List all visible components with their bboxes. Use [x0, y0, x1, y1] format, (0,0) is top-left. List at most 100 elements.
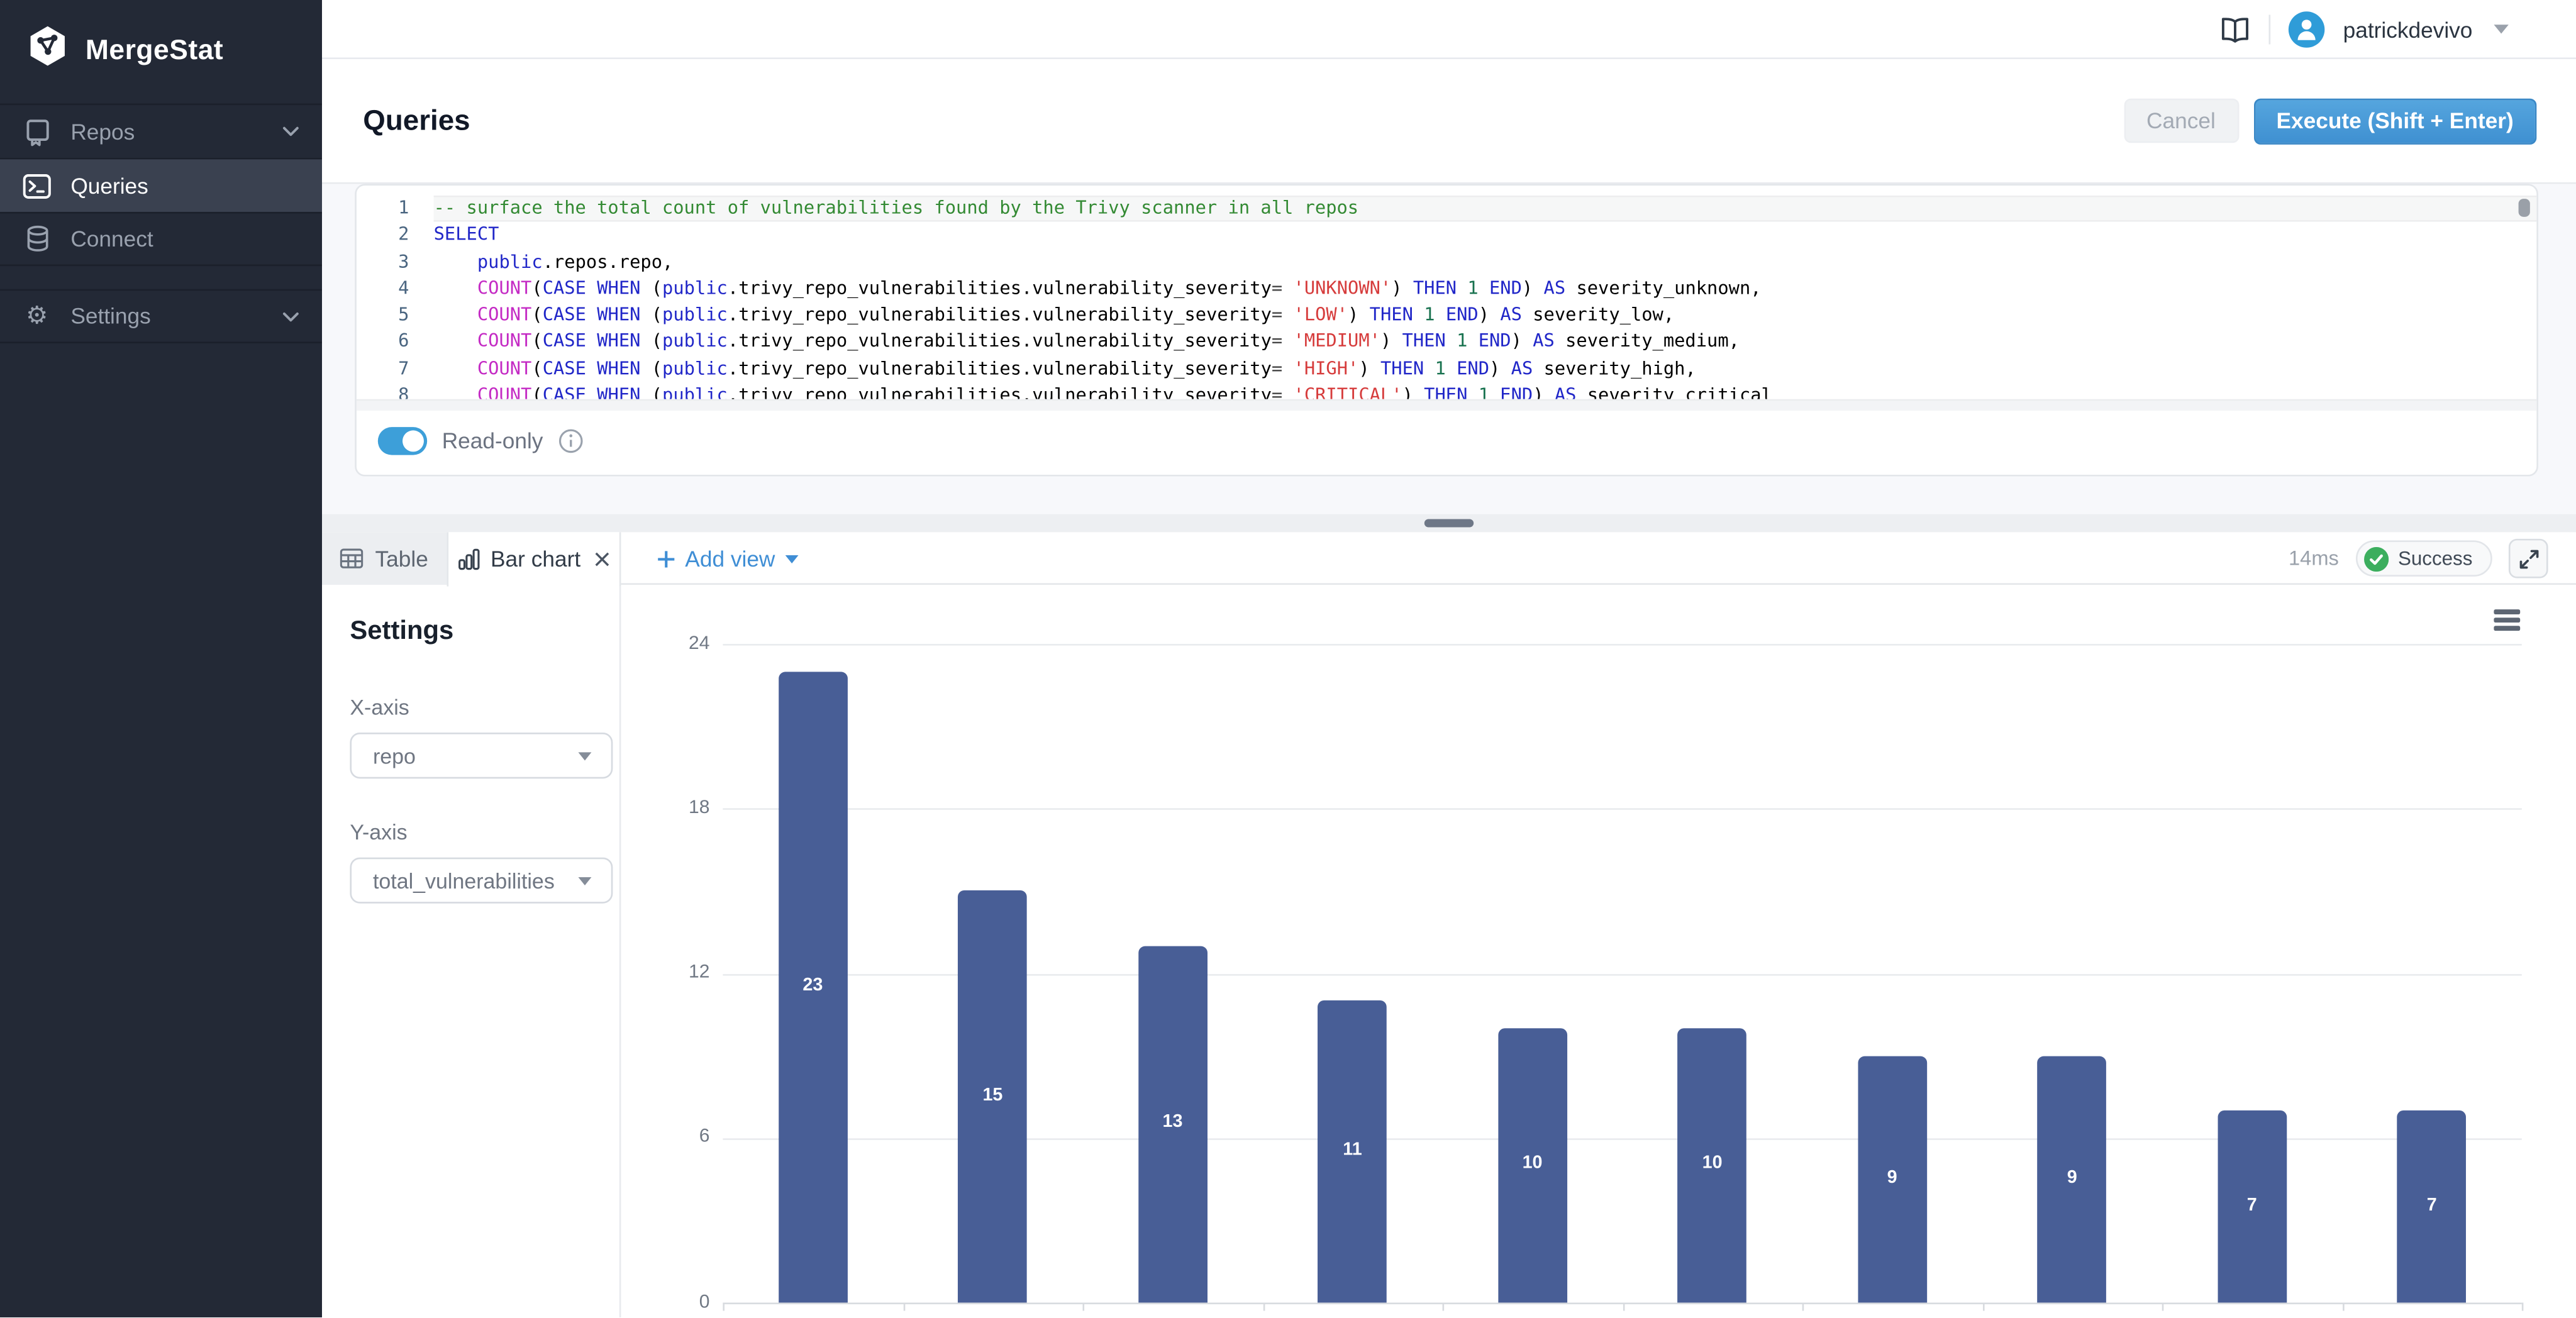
code-text: COUNT(CASE WHEN (public.trivy_repo_vulne… [477, 277, 1762, 299]
code-text: COUNT(CASE WHEN (public.trivy_repo_vulne… [477, 304, 1675, 326]
caret-down-icon [578, 751, 592, 760]
x-axis-tick [1802, 1302, 1804, 1311]
gridline [723, 808, 2522, 811]
chevron-down-icon [282, 126, 299, 136]
caret-down-icon[interactable] [2494, 25, 2509, 35]
bar-value-label: 7 [2426, 1195, 2437, 1215]
status-label: Success [2397, 546, 2473, 570]
bar-value-label: 10 [1522, 1153, 1543, 1174]
sidebar-item-queries[interactable]: Queries [0, 157, 322, 212]
sidebar-nav-footer: ⚙ Settings [0, 289, 322, 343]
y-axis-select[interactable]: total_vulnerabilities [350, 857, 613, 904]
sidebar-nav: Repos Queries Connect [0, 103, 322, 267]
line-number: 6 [398, 331, 409, 353]
x-axis-tick [2341, 1302, 2344, 1311]
bar-chart-view: 24 18 12 6 0 23 15 13 11 10 10 9 9 7 7 [621, 585, 2576, 1317]
code-text: SELECT [433, 224, 499, 245]
code-text: public.repos.repo, [477, 250, 674, 272]
bar [2217, 1110, 2287, 1303]
database-icon [23, 225, 51, 253]
sidebar-item-label: Queries [70, 173, 148, 198]
y-axis-tick-label: 0 [699, 1292, 710, 1312]
check-circle-icon [2363, 546, 2389, 571]
code-text: COUNT(CASE WHEN (public.trivy_repo_vulne… [477, 357, 1696, 379]
read-only-row: Read-only [377, 427, 582, 455]
x-axis-tick [2162, 1302, 2164, 1311]
x-axis-tick [723, 1302, 724, 1311]
editor-horizontal-scrollbar[interactable] [356, 399, 2537, 411]
chart-menu-icon[interactable] [2494, 609, 2521, 630]
y-axis-tick-label: 24 [689, 633, 710, 653]
code-line: 8 COUNT(CASE WHEN (public.trivy_repo_vul… [357, 383, 2536, 399]
info-icon[interactable] [558, 429, 582, 453]
code-line: 1 -- surface the total count of vulnerabi… [357, 195, 2537, 223]
y-axis-tick-label: 12 [689, 962, 710, 983]
query-duration: 14ms [2289, 546, 2339, 570]
username[interactable]: patrickdevivo [2343, 17, 2473, 42]
tab-bar-chart[interactable]: Bar chart [447, 532, 621, 587]
page-title: Queries [363, 103, 470, 136]
y-axis-label: Y-axis [350, 819, 408, 845]
editor-vertical-scrollbar[interactable] [2518, 199, 2530, 217]
brand[interactable]: MergeStat [0, 0, 322, 75]
drag-handle[interactable] [1424, 519, 1474, 528]
read-only-toggle[interactable] [377, 427, 428, 455]
bar [1138, 946, 1208, 1303]
table-icon [340, 548, 364, 568]
repo-icon [23, 118, 51, 146]
sidebar-item-settings[interactable]: ⚙ Settings [0, 289, 322, 343]
bar-value-label: 9 [1887, 1167, 1897, 1188]
caret-down-icon [785, 554, 798, 563]
bar-chart-icon [458, 548, 479, 570]
tab-table[interactable]: Table [322, 532, 447, 585]
bar-value-label: 23 [802, 975, 823, 995]
bar-value-label: 11 [1343, 1140, 1362, 1160]
plus-icon [657, 550, 675, 568]
avatar[interactable] [2289, 11, 2325, 48]
execute-button[interactable]: Execute (Shift + Enter) [2253, 97, 2537, 144]
gridline [723, 1138, 2522, 1140]
x-axis-label: X-axis [350, 694, 409, 720]
code-line: 3 public.repos.repo, [357, 249, 2536, 276]
bar [2397, 1110, 2467, 1303]
bar [2037, 1055, 2107, 1303]
docs-book-icon[interactable] [2220, 16, 2251, 43]
code-line: 2 SELECT [357, 222, 2536, 249]
bar-value-label: 15 [982, 1085, 1003, 1105]
gridline [723, 973, 2522, 975]
terminal-icon [23, 172, 51, 199]
sidebar-item-repos[interactable]: Repos [0, 103, 322, 158]
gridline [723, 644, 2522, 646]
line-number: 8 [398, 384, 409, 399]
bar [1857, 1055, 1927, 1303]
add-view-button[interactable]: Add view [657, 532, 798, 585]
x-axis-tick [1982, 1302, 1984, 1311]
fullscreen-button[interactable] [2508, 538, 2548, 579]
bar [1318, 1000, 1387, 1303]
bar-chart-plot: 24 18 12 6 0 23 15 13 11 10 10 9 9 7 7 [689, 633, 2524, 1312]
results-panel: Settings X-axis repo Y-axis total_vulner… [322, 584, 2576, 1318]
sql-editor[interactable]: 1 -- surface the total count of vulnerabi… [357, 195, 2537, 399]
sidebar-item-connect[interactable]: Connect [0, 211, 322, 267]
brand-name: MergeStat [85, 33, 224, 65]
upper-content-area: 1 -- surface the total count of vulnerabi… [322, 184, 2576, 514]
bar-value-label: 13 [1162, 1112, 1183, 1132]
sidebar-item-label: Settings [70, 304, 151, 329]
x-axis-select[interactable]: repo [350, 733, 613, 779]
y-axis-value: total_vulnerabilities [372, 868, 555, 893]
bar-value-label: 9 [2067, 1167, 2077, 1188]
close-tab-icon[interactable] [596, 552, 611, 567]
x-axis-value: repo [372, 743, 416, 768]
code-line: 5 COUNT(CASE WHEN (public.trivy_repo_vul… [357, 302, 2536, 330]
bar [1497, 1028, 1567, 1303]
x-axis-tick [1622, 1302, 1624, 1311]
topbar-divider [2269, 14, 2271, 45]
cancel-button[interactable]: Cancel [2123, 98, 2239, 143]
y-axis-tick-label: 18 [689, 797, 710, 818]
chart-settings-panel: Settings X-axis repo Y-axis total_vulner… [322, 584, 621, 1318]
bar-value-label: 10 [1702, 1153, 1723, 1174]
x-axis-tick [1442, 1302, 1445, 1311]
x-axis-tick [2521, 1302, 2524, 1311]
